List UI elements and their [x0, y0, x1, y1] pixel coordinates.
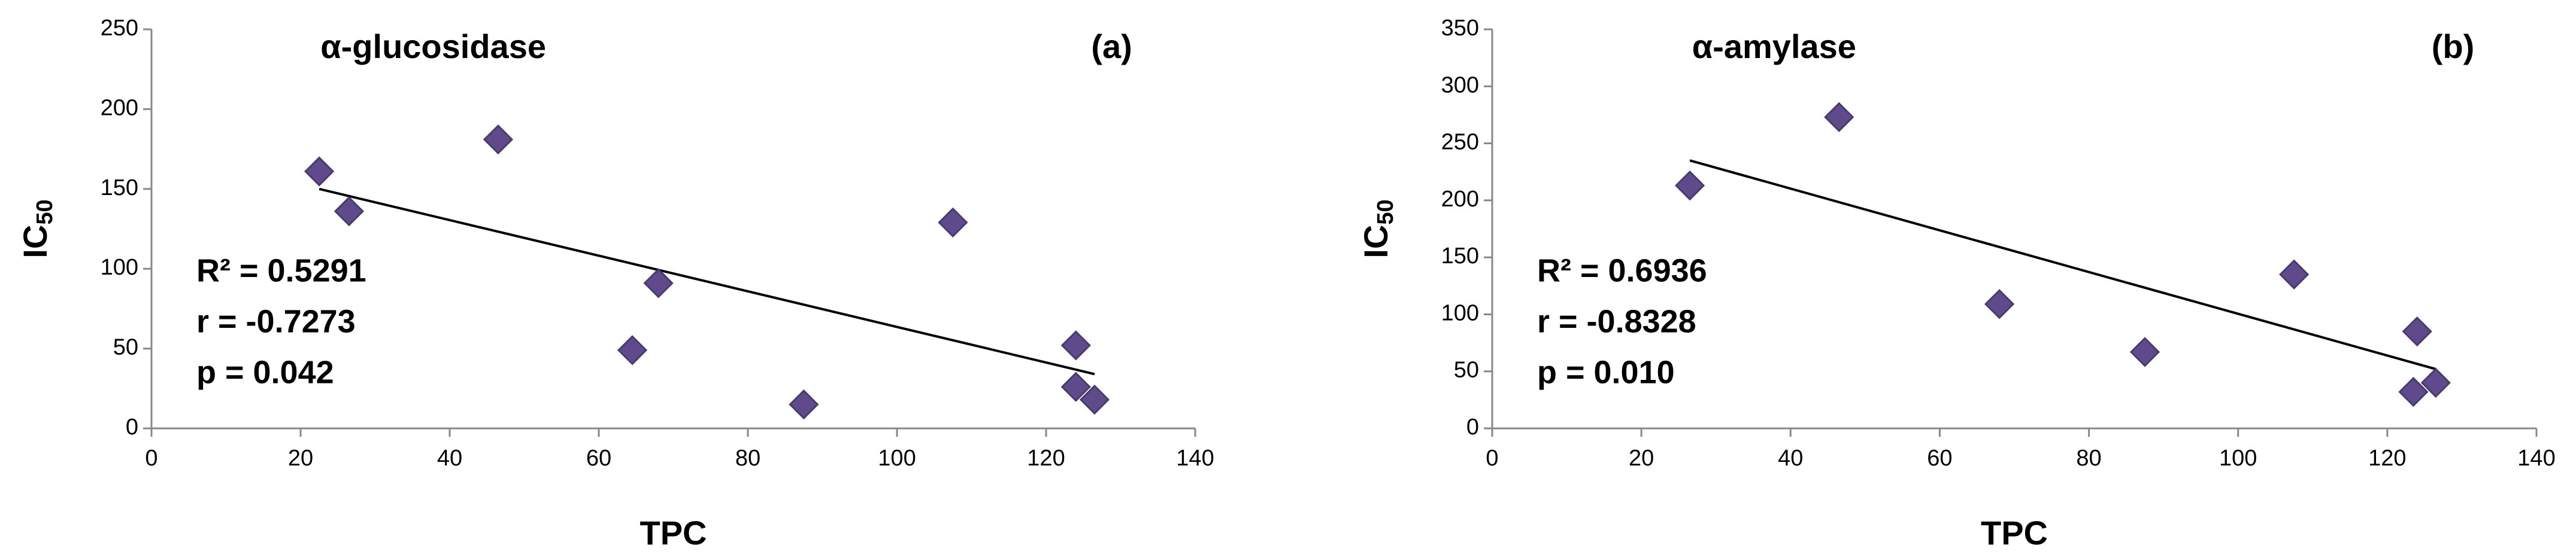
- x-tick-label: 140: [1176, 446, 1214, 471]
- data-point: [1060, 330, 1091, 361]
- data-point: [1674, 170, 1705, 201]
- y-axis-label: IC50: [16, 199, 57, 258]
- x-axis-label: TPC: [1981, 514, 2048, 552]
- chart-title: α-glucosidase: [320, 28, 546, 65]
- annotation: p = 0.042: [196, 354, 334, 390]
- panel-label: (a): [1091, 28, 1132, 65]
- y-tick-label: 100: [1441, 300, 1479, 325]
- annotation: p = 0.010: [1537, 354, 1675, 390]
- y-tick-label: 0: [1466, 415, 1479, 440]
- x-tick-label: 40: [437, 446, 462, 471]
- x-tick-label: 60: [586, 446, 611, 471]
- y-tick-label: 150: [1441, 244, 1479, 269]
- annotation: R² = 0.5291: [196, 252, 366, 288]
- data-point: [304, 156, 335, 187]
- x-tick-label: 100: [2219, 446, 2257, 471]
- y-tick-label: 200: [101, 95, 138, 120]
- data-point: [1060, 372, 1091, 402]
- y-tick-label: 0: [126, 415, 138, 440]
- data-point: [334, 196, 365, 227]
- x-tick-label: 0: [145, 446, 157, 471]
- data-point: [617, 335, 648, 366]
- x-tick-label: 120: [2368, 446, 2406, 471]
- y-tick-label: 50: [1454, 358, 1479, 383]
- data-point: [1079, 384, 1110, 415]
- x-axis-label: TPC: [640, 514, 707, 552]
- data-point: [2129, 337, 2160, 367]
- annotation: r = -0.8328: [1537, 303, 1696, 339]
- y-tick-label: 250: [101, 16, 138, 41]
- y-tick-label: 200: [1441, 187, 1479, 212]
- data-point: [1984, 289, 2015, 319]
- data-point: [643, 268, 674, 299]
- y-axis-label-sub: 50: [1373, 199, 1398, 224]
- x-tick-label: 80: [735, 446, 760, 471]
- chart-title: α-amylase: [1692, 28, 1856, 65]
- data-point: [2420, 367, 2451, 398]
- x-tick-label: 20: [1629, 446, 1654, 471]
- data-point: [2279, 259, 2310, 290]
- x-tick-label: 120: [1027, 446, 1065, 471]
- y-axis-label-main: IC: [16, 225, 54, 258]
- data-point: [2398, 376, 2429, 407]
- x-tick-label: 140: [2517, 446, 2555, 471]
- y-tick-label: 300: [1441, 72, 1479, 98]
- data-point: [789, 389, 819, 420]
- x-tick-label: 40: [1778, 446, 1803, 471]
- y-tick-label: 250: [1441, 130, 1479, 155]
- y-axis-label-sub: 50: [32, 199, 57, 224]
- y-tick-label: 350: [1441, 16, 1479, 41]
- y-tick-label: 50: [113, 335, 138, 360]
- data-point: [483, 124, 514, 155]
- x-tick-label: 0: [1486, 446, 1498, 471]
- x-tick-label: 60: [1927, 446, 1952, 471]
- trendline: [319, 187, 1095, 376]
- x-tick-label: 20: [288, 446, 313, 471]
- annotation: R² = 0.6936: [1537, 252, 1707, 288]
- data-point: [2402, 316, 2432, 347]
- annotation: r = -0.7273: [196, 303, 356, 339]
- y-axis-label-main: IC: [1357, 225, 1395, 258]
- y-axis-label: IC50: [1357, 199, 1398, 258]
- trendline: [1689, 159, 2436, 370]
- x-tick-label: 80: [2076, 446, 2101, 471]
- y-tick-label: 150: [101, 175, 138, 200]
- y-tick-label: 100: [101, 255, 138, 280]
- data-point: [938, 207, 968, 238]
- data-point: [1824, 102, 1854, 132]
- panel-label: (b): [2432, 28, 2475, 65]
- x-tick-label: 100: [878, 446, 916, 471]
